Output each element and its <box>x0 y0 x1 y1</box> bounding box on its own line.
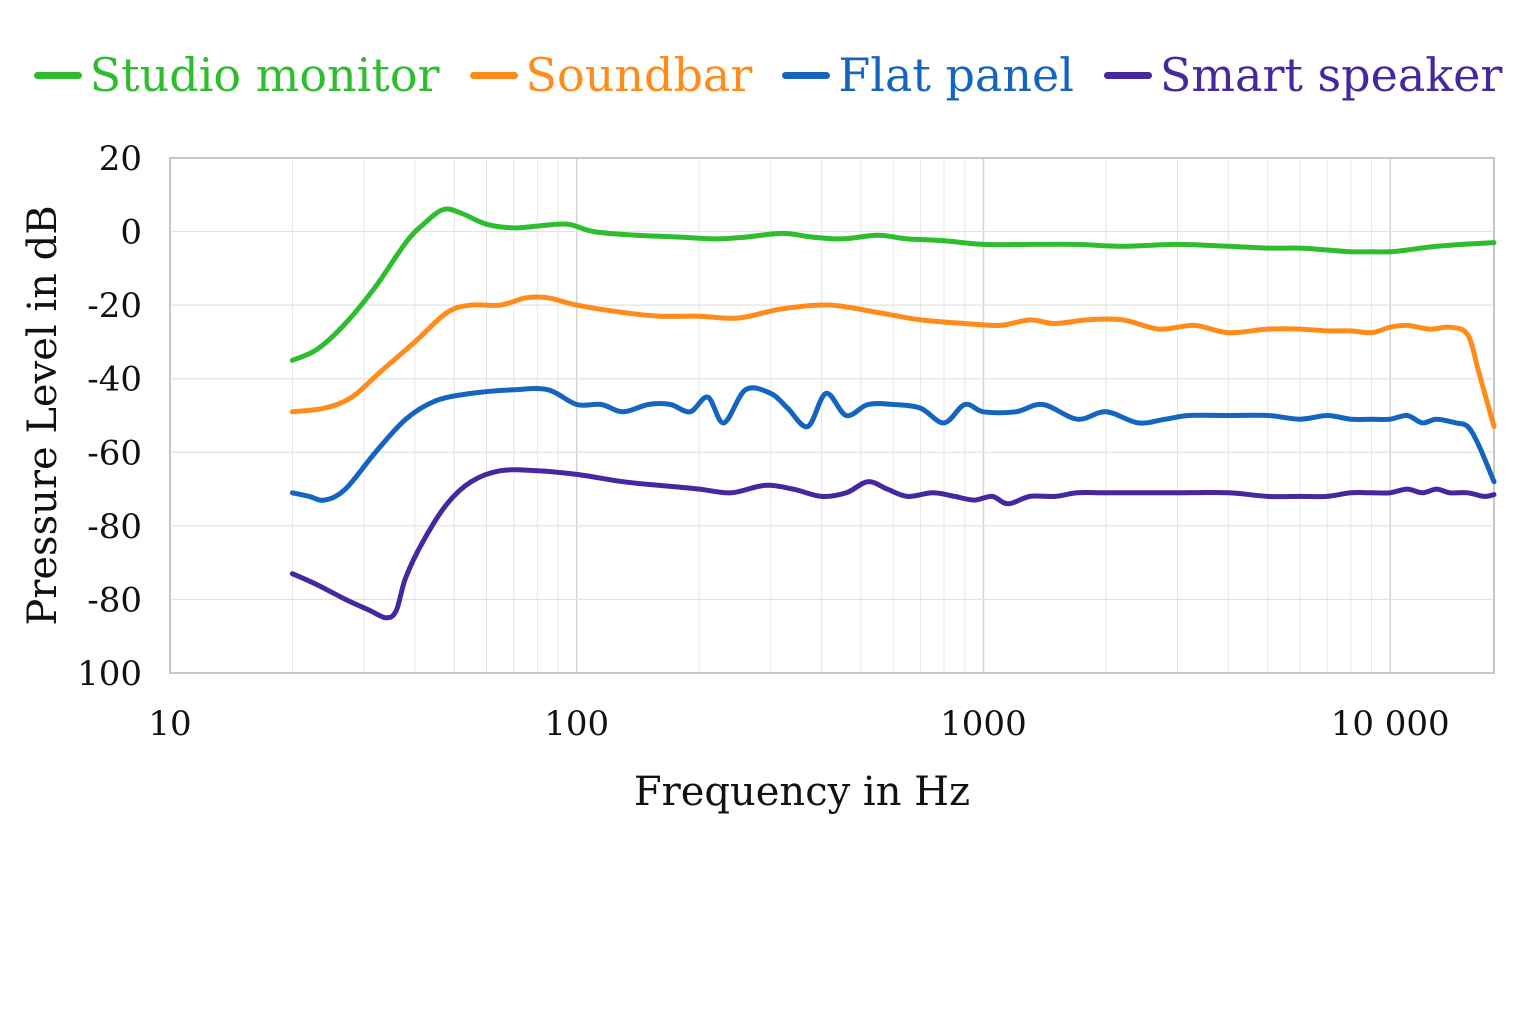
legend-label-studio-monitor: Studio monitor <box>89 48 440 102</box>
y-tick-label: -20 <box>87 286 142 326</box>
x-axis-title: Frequency in Hz <box>634 769 970 815</box>
legend-entry-flat-panel[interactable]: Flat panel <box>782 48 1074 102</box>
legend: Studio monitor Soundbar Flat panel Smart… <box>0 48 1536 102</box>
y-tick-label: -40 <box>87 360 142 400</box>
x-tick-label: 10 000 <box>1331 704 1450 744</box>
series-line-flat-panel <box>289 385 1497 503</box>
legend-swatch-smart-speaker <box>1103 71 1152 79</box>
legend-label-soundbar: Soundbar <box>525 48 753 102</box>
legend-entry-studio-monitor[interactable]: Studio monitor <box>33 48 440 102</box>
y-tick-label: 20 <box>99 139 142 179</box>
y-tick-label: -80 <box>87 580 142 620</box>
legend-swatch-studio-monitor <box>33 71 82 79</box>
series-line-smart-speaker <box>289 467 1497 621</box>
y-tick-label: -60 <box>87 433 142 473</box>
legend-entry-smart-speaker[interactable]: Smart speaker <box>1103 48 1503 102</box>
legend-swatch-flat-panel <box>782 71 831 79</box>
y-tick-label: 0 <box>120 213 142 253</box>
plot-frame <box>169 157 1495 674</box>
x-tick-label: 1000 <box>940 704 1027 744</box>
y-tick-label: -80 <box>87 507 142 547</box>
y-axis-title: Pressure Level in dB <box>20 205 66 625</box>
x-tick-label: 100 <box>544 704 609 744</box>
legend-entry-soundbar[interactable]: Soundbar <box>469 48 753 102</box>
legend-label-flat-panel: Flat panel <box>838 48 1074 102</box>
x-tick-label: 10 <box>148 704 191 744</box>
y-tick-label: 100 <box>77 654 142 694</box>
series-line-soundbar <box>289 294 1497 429</box>
legend-label-smart-speaker: Smart speaker <box>1159 48 1503 102</box>
legend-swatch-soundbar <box>469 71 518 79</box>
series-line-studio-monitor <box>289 206 1497 363</box>
